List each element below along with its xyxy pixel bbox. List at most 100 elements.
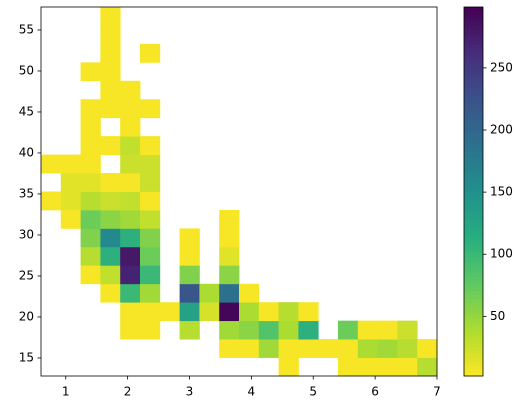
colorbar-band [464,328,483,333]
cell [120,191,141,211]
cell [377,357,398,377]
colorbar-band [464,305,483,311]
cell [357,357,378,377]
cell [278,320,299,340]
cell [219,283,240,303]
cell [219,246,240,266]
colorbar-band [464,364,483,370]
colorbar-band [464,235,483,240]
cell [100,7,121,26]
cell [80,99,101,119]
colorbar-band [464,195,483,200]
cell [80,136,101,155]
cell [179,265,200,285]
colorbar-band [464,121,483,126]
colorbar-band [464,62,483,67]
colorbar-band [464,54,483,60]
cell [140,136,161,155]
cell [60,191,81,211]
cell [100,228,121,248]
x-tick-label: 5 [309,385,317,399]
cell [100,99,121,119]
cell [239,283,260,303]
y-tick-label: 35 [19,186,34,200]
cell [120,320,141,340]
colorbar-band [464,73,483,78]
colorbar-band [464,10,483,15]
cell [140,228,161,248]
colorbar-band [464,313,483,318]
colorbar-band [464,66,483,71]
colorbar-band [464,110,483,115]
colorbar-band [464,14,483,19]
cell [338,357,359,377]
cell [298,339,319,358]
cell [219,320,240,340]
colorbar-band [464,361,483,366]
colorbar-band [464,353,483,359]
colorbar-band [464,158,483,163]
colorbar-band [464,232,483,237]
x-tick-label: 1 [62,385,70,399]
colorbar-band [464,272,483,277]
colorbar-band [464,250,483,255]
colorbar-band [464,18,483,23]
colorbar-band [464,184,483,189]
colorbar-frame [463,6,484,377]
cell [179,302,200,322]
cell [417,339,438,358]
colorbar-band [464,265,483,270]
cell [120,117,141,137]
colorbar-band [464,246,483,252]
cell [219,265,240,285]
colorbar-band [464,125,483,130]
cell [120,265,141,285]
plot-frame [40,6,438,377]
colorbar-band [464,36,483,41]
colorbar-band [464,261,483,266]
cell [80,154,101,174]
colorbar-band [464,224,483,229]
cell [120,80,141,100]
cell [120,283,141,303]
colorbar-band [464,128,483,133]
colorbar-band [464,202,483,207]
x-tick-label: 4 [248,385,256,399]
cell [298,320,319,340]
cell [140,302,161,322]
cell [80,228,101,248]
colorbar-band [464,302,483,307]
cell [239,302,260,322]
cell [278,339,299,358]
colorbar-band [464,372,483,377]
colorbar-band [464,77,483,82]
cell [120,173,141,192]
colorbar-band [464,298,483,303]
cell [100,265,121,285]
colorbar-band [464,7,483,12]
colorbar-tick-label: 50 [490,309,505,323]
colorbar-tick-label: 100 [490,247,513,261]
colorbar-band [464,25,483,30]
cell [159,302,180,322]
colorbar-band [464,209,483,215]
colorbar-band [464,99,483,104]
cell [100,25,121,45]
cell [377,339,398,358]
colorbar-band [464,95,483,100]
colorbar-band [464,257,483,263]
cell [318,339,339,358]
colorbar-band [464,147,483,152]
colorbar-band [464,47,483,52]
colorbar-band [464,243,483,248]
cell [179,283,200,303]
cell [397,320,418,340]
cell [219,209,240,229]
colorbar-band [464,143,483,148]
colorbar-band [464,114,483,119]
cell [278,357,299,377]
cell [140,154,161,174]
y-tick-label: 20 [19,309,34,323]
colorbar-band [464,206,483,211]
